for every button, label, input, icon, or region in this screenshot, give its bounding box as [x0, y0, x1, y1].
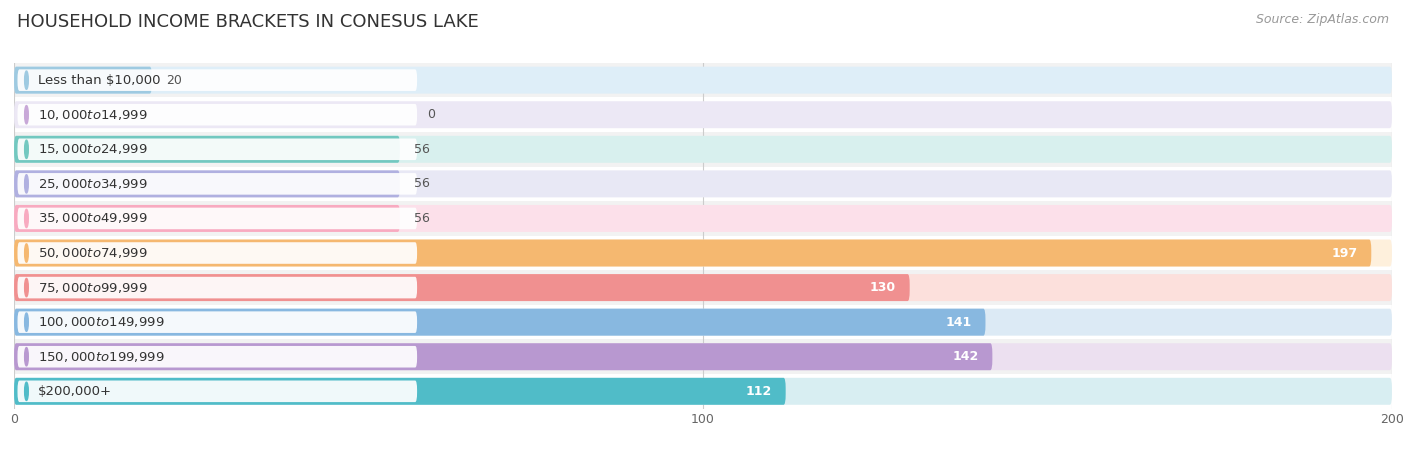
Text: $10,000 to $14,999: $10,000 to $14,999	[38, 108, 148, 122]
FancyBboxPatch shape	[14, 170, 1392, 198]
Text: $35,000 to $49,999: $35,000 to $49,999	[38, 211, 148, 225]
Bar	[14, 374, 1392, 409]
Circle shape	[25, 382, 28, 401]
Text: $75,000 to $99,999: $75,000 to $99,999	[38, 281, 148, 295]
FancyBboxPatch shape	[17, 311, 418, 333]
Text: 112: 112	[745, 385, 772, 398]
FancyBboxPatch shape	[14, 343, 993, 370]
Text: $200,000+: $200,000+	[38, 385, 112, 398]
Text: 130: 130	[870, 281, 896, 294]
FancyBboxPatch shape	[17, 207, 418, 229]
Circle shape	[25, 209, 28, 228]
FancyBboxPatch shape	[14, 136, 1392, 163]
Bar	[14, 339, 1392, 374]
Circle shape	[25, 313, 28, 331]
FancyBboxPatch shape	[14, 66, 1392, 94]
Text: HOUSEHOLD INCOME BRACKETS IN CONESUS LAKE: HOUSEHOLD INCOME BRACKETS IN CONESUS LAK…	[17, 13, 478, 31]
FancyBboxPatch shape	[14, 205, 1392, 232]
FancyBboxPatch shape	[14, 205, 399, 232]
FancyBboxPatch shape	[14, 101, 1392, 128]
Text: 56: 56	[413, 212, 429, 225]
FancyBboxPatch shape	[17, 242, 418, 264]
Bar	[14, 305, 1392, 339]
Text: $15,000 to $24,999: $15,000 to $24,999	[38, 142, 148, 156]
Bar	[14, 167, 1392, 201]
Text: $25,000 to $34,999: $25,000 to $34,999	[38, 177, 148, 191]
FancyBboxPatch shape	[14, 343, 1392, 370]
Text: $50,000 to $74,999: $50,000 to $74,999	[38, 246, 148, 260]
Text: 56: 56	[413, 177, 429, 190]
Bar	[14, 132, 1392, 167]
FancyBboxPatch shape	[17, 104, 418, 126]
Text: 142: 142	[952, 350, 979, 363]
Circle shape	[25, 244, 28, 262]
Circle shape	[25, 175, 28, 193]
FancyBboxPatch shape	[14, 378, 786, 405]
Bar	[14, 270, 1392, 305]
Text: 0: 0	[427, 108, 436, 121]
FancyBboxPatch shape	[14, 274, 1392, 301]
FancyBboxPatch shape	[14, 170, 399, 198]
Text: 56: 56	[413, 143, 429, 156]
FancyBboxPatch shape	[14, 239, 1371, 267]
Bar	[14, 236, 1392, 270]
Text: 20: 20	[166, 74, 181, 87]
Bar	[14, 97, 1392, 132]
FancyBboxPatch shape	[14, 66, 152, 94]
Text: $100,000 to $149,999: $100,000 to $149,999	[38, 315, 165, 329]
FancyBboxPatch shape	[14, 308, 986, 336]
Circle shape	[25, 71, 28, 89]
Text: 197: 197	[1331, 247, 1358, 260]
FancyBboxPatch shape	[14, 239, 1392, 267]
FancyBboxPatch shape	[14, 274, 910, 301]
Bar	[14, 201, 1392, 236]
Text: 141: 141	[945, 316, 972, 329]
Circle shape	[25, 106, 28, 124]
FancyBboxPatch shape	[14, 308, 1392, 336]
Text: $150,000 to $199,999: $150,000 to $199,999	[38, 350, 165, 364]
Circle shape	[25, 278, 28, 297]
FancyBboxPatch shape	[17, 380, 418, 402]
FancyBboxPatch shape	[14, 136, 399, 163]
Bar	[14, 63, 1392, 97]
Text: Less than $10,000: Less than $10,000	[38, 74, 160, 87]
FancyBboxPatch shape	[17, 277, 418, 299]
Circle shape	[25, 140, 28, 158]
FancyBboxPatch shape	[14, 378, 1392, 405]
Circle shape	[25, 348, 28, 366]
Text: Source: ZipAtlas.com: Source: ZipAtlas.com	[1256, 13, 1389, 26]
FancyBboxPatch shape	[17, 69, 418, 91]
FancyBboxPatch shape	[17, 138, 418, 160]
FancyBboxPatch shape	[17, 346, 418, 368]
FancyBboxPatch shape	[17, 173, 418, 195]
